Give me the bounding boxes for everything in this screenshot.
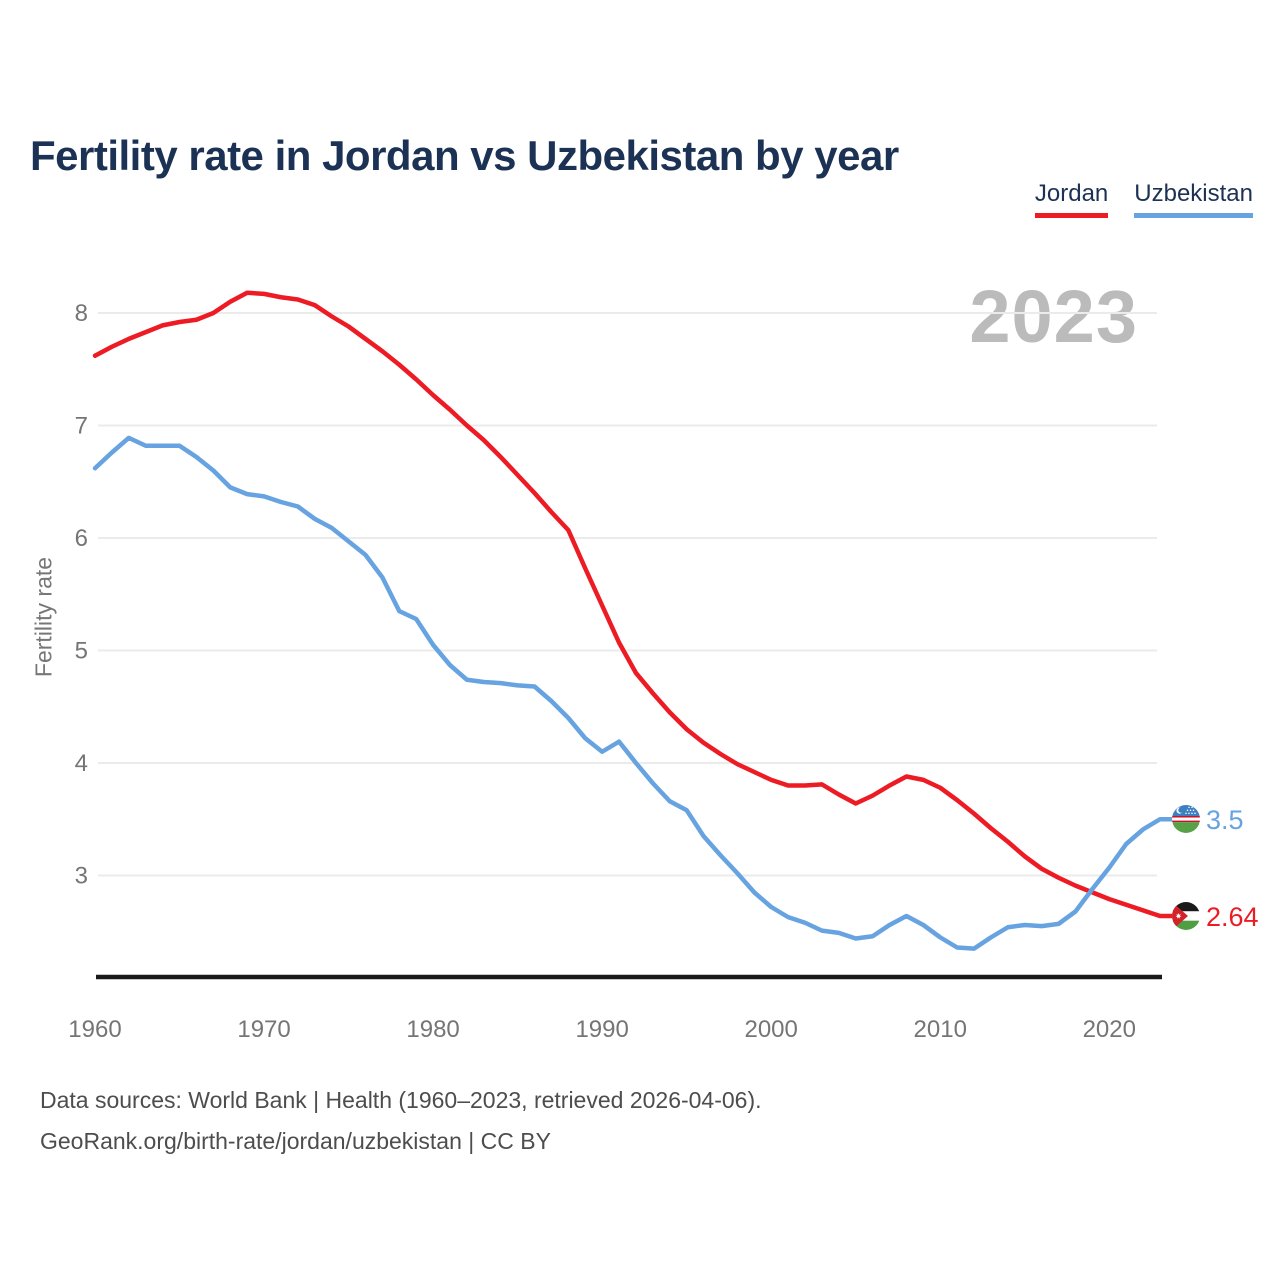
x-tick-label: 1980: [406, 1016, 459, 1043]
y-tick-label: 6: [75, 525, 88, 552]
series-line-jordan: [92, 290, 1175, 919]
legend: Jordan Uzbekistan: [1034, 180, 1253, 218]
jordan-end-value: 2.64: [1206, 902, 1259, 932]
x-tick-label: 2010: [914, 1016, 967, 1043]
x-tick-label: 2000: [744, 1016, 797, 1043]
footer-source-line: Data sources: World Bank | Health (1960–…: [40, 1087, 762, 1113]
jordan-flag-icon: [1172, 902, 1200, 930]
y-tick-label: 8: [75, 300, 88, 327]
y-tick-label: 3: [75, 863, 88, 890]
x-tick-label: 1960: [68, 1016, 121, 1043]
footer: Data sources: World Bank | Health (1960–…: [40, 1080, 762, 1162]
series-line-uzbekistan: [92, 435, 1175, 951]
footer-license-line: GeoRank.org/birth-rate/jordan/uzbekistan…: [40, 1128, 551, 1154]
y-tick-label: 7: [75, 413, 88, 440]
x-tick-label: 2020: [1083, 1016, 1136, 1043]
x-tick-label: 1990: [575, 1016, 628, 1043]
y-tick-label: 4: [75, 750, 88, 777]
watermark-year: 2023: [969, 275, 1138, 358]
x-tick-label: 1970: [237, 1016, 290, 1043]
page-title: Fertility rate in Jordan vs Uzbekistan b…: [30, 132, 899, 180]
legend-item-jordan[interactable]: Jordan: [1034, 180, 1109, 218]
y-tick-label: 5: [75, 638, 88, 665]
uzbekistan-flag-icon: [1172, 805, 1200, 833]
legend-item-uzbekistan[interactable]: Uzbekistan: [1134, 180, 1253, 218]
uzbekistan-end-value: 3.5: [1206, 805, 1244, 835]
